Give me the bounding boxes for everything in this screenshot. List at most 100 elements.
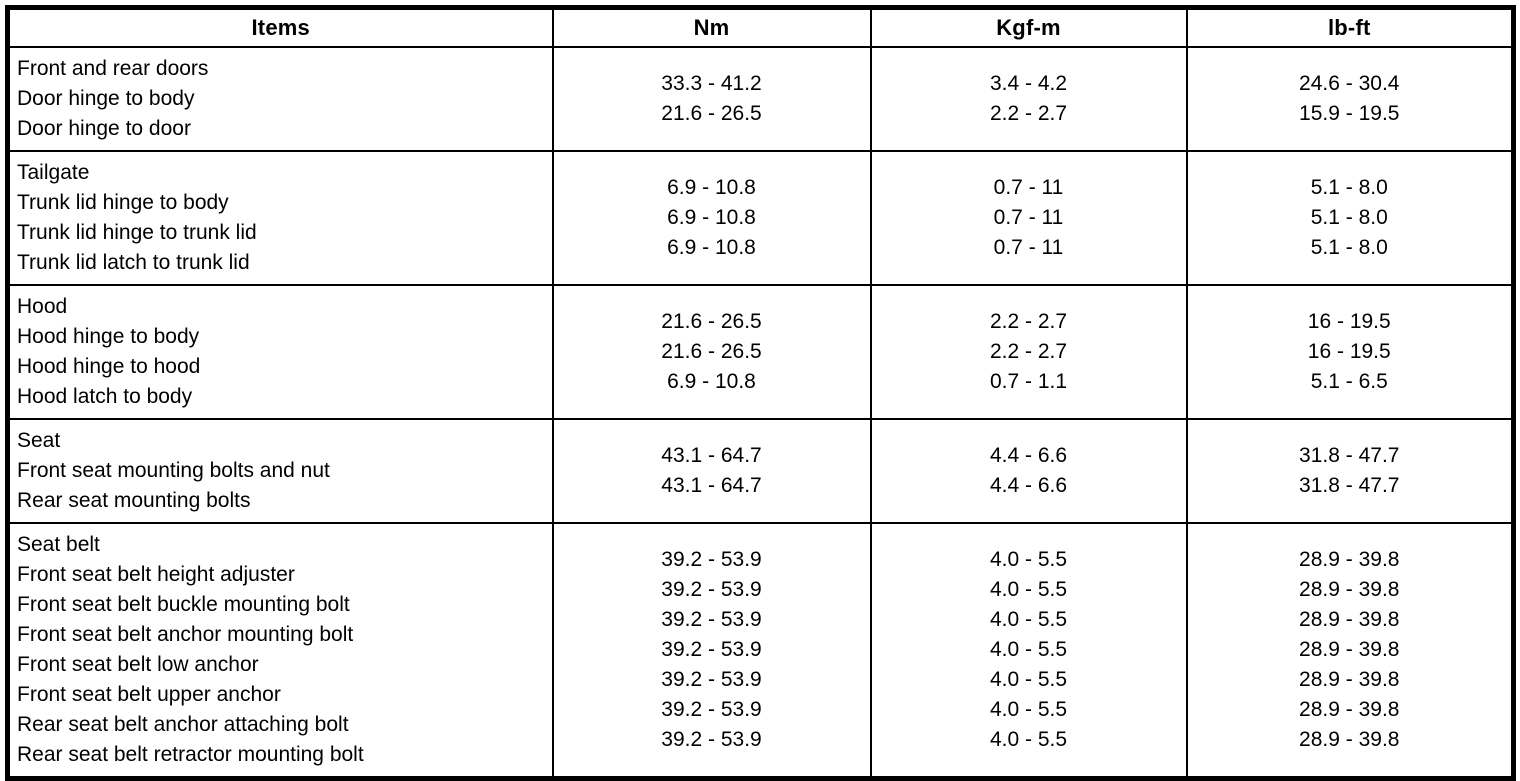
table-row: Hood Hood hinge to body Hood hinge to hood… bbox=[6, 284, 1515, 420]
items-cell: Tailgate Trunk lid hinge to body Trunk lid… bbox=[6, 150, 554, 286]
lb-ft-cell: 24.6 - 30.4 15.9 - 19.5 bbox=[1185, 46, 1515, 152]
kgf-m-value: 4.0 - 5.5 bbox=[989, 578, 1068, 601]
kgf-m-value: 0.7 - 11 bbox=[993, 206, 1064, 229]
kgf-m-value: 4.0 - 5.5 bbox=[989, 548, 1068, 571]
nm-value: 21.6 - 26.5 bbox=[661, 102, 762, 125]
header-row: Items Nm Kgf-m lb-ft bbox=[6, 6, 1515, 48]
items-cell: Seat Front seat mounting bolts and nut Rea… bbox=[6, 418, 554, 524]
kgf-m-value: 2.2 - 2.7 bbox=[989, 102, 1068, 125]
kgf-m-value: 0.7 - 11 bbox=[993, 236, 1064, 259]
nm-value: 6.9 - 10.8 bbox=[667, 370, 756, 393]
section-title: Front and rear doors bbox=[17, 57, 209, 80]
nm-value: 39.2 - 53.9 bbox=[661, 728, 762, 751]
nm-value: 39.2 - 53.9 bbox=[661, 548, 762, 571]
item-label: Door hinge to body bbox=[17, 87, 195, 110]
lb-ft-value: 28.9 - 39.8 bbox=[1299, 608, 1400, 631]
lb-ft-value: 16 - 19.5 bbox=[1307, 310, 1391, 333]
nm-value: 43.1 - 64.7 bbox=[661, 444, 762, 467]
kgf-m-value: 4.0 - 5.5 bbox=[989, 638, 1068, 661]
nm-value: 6.9 - 10.8 bbox=[667, 176, 756, 199]
nm-cell: 33.3 - 41.2 21.6 - 26.5 bbox=[551, 46, 872, 152]
item-label: Hood latch to body bbox=[17, 385, 193, 408]
lb-ft-value: 28.9 - 39.8 bbox=[1299, 578, 1400, 601]
items-cell: Hood Hood hinge to body Hood hinge to hood… bbox=[6, 284, 554, 420]
kgf-m-cell: 2.2 - 2.7 2.2 - 2.7 0.7 - 1.1 bbox=[869, 284, 1188, 420]
kgf-m-value: 4.4 - 6.6 bbox=[989, 444, 1068, 467]
spec-table-body: Front and rear doors Door hinge to body Do… bbox=[6, 46, 1515, 780]
lb-ft-value: 28.9 - 39.8 bbox=[1299, 698, 1400, 721]
nm-value: 33.3 - 41.2 bbox=[661, 72, 762, 95]
lb-ft-value: 28.9 - 39.8 bbox=[1299, 728, 1400, 751]
lb-ft-value: 28.9 - 39.8 bbox=[1299, 668, 1400, 691]
kgf-m-value: 0.7 - 1.1 bbox=[989, 370, 1068, 393]
item-label: Front seat belt buckle mounting bolt bbox=[17, 593, 350, 616]
item-label: Front seat belt anchor mounting bolt bbox=[17, 623, 354, 646]
table-header: Items Nm Kgf-m lb-ft bbox=[6, 6, 1515, 48]
nm-value: 39.2 - 53.9 bbox=[661, 638, 762, 661]
column-header-kgf-m: Kgf-m bbox=[869, 6, 1188, 48]
table-row: Seat Front seat mounting bolts and nut Rea… bbox=[6, 418, 1515, 524]
table-row: Front and rear doors Door hinge to body Do… bbox=[6, 46, 1515, 152]
table-row: Seat belt Front seat belt height adjuster… bbox=[6, 522, 1515, 780]
item-label: Rear seat belt anchor attaching bolt bbox=[17, 713, 349, 736]
kgf-m-cell: 4.4 - 6.6 4.4 - 6.6 bbox=[869, 418, 1188, 524]
lb-ft-value: 15.9 - 19.5 bbox=[1299, 102, 1400, 125]
item-label: Hood hinge to hood bbox=[17, 355, 201, 378]
item-label: Rear seat mounting bolts bbox=[17, 489, 251, 512]
nm-value: 6.9 - 10.8 bbox=[667, 236, 756, 259]
kgf-m-value: 3.4 - 4.2 bbox=[989, 72, 1068, 95]
lb-ft-cell: 28.9 - 39.8 28.9 - 39.8 28.9 - 39.8 28.9 - … bbox=[1185, 522, 1515, 780]
table-row: Tailgate Trunk lid hinge to body Trunk lid… bbox=[6, 150, 1515, 286]
column-header-nm: Nm bbox=[551, 6, 872, 48]
nm-value: 43.1 - 64.7 bbox=[661, 474, 762, 497]
lb-ft-cell: 31.8 - 47.7 31.8 - 47.7 bbox=[1185, 418, 1515, 524]
items-cell: Front and rear doors Door hinge to body Do… bbox=[6, 46, 554, 152]
nm-value: 21.6 - 26.5 bbox=[661, 310, 762, 333]
lb-ft-value: 31.8 - 47.7 bbox=[1299, 474, 1400, 497]
item-label: Door hinge to door bbox=[17, 117, 191, 140]
item-label: Front seat belt low anchor bbox=[17, 653, 259, 676]
lb-ft-cell: 5.1 - 8.0 5.1 - 8.0 5.1 - 8.0 bbox=[1185, 150, 1515, 286]
kgf-m-value: 2.2 - 2.7 bbox=[989, 340, 1068, 363]
kgf-m-value: 4.0 - 5.5 bbox=[989, 698, 1068, 721]
section-title: Tailgate bbox=[17, 161, 90, 184]
nm-value: 39.2 - 53.9 bbox=[661, 698, 762, 721]
nm-value: 39.2 - 53.9 bbox=[661, 578, 762, 601]
nm-cell: 39.2 - 53.9 39.2 - 53.9 39.2 - 53.9 39.2 - … bbox=[551, 522, 872, 780]
lb-ft-value: 31.8 - 47.7 bbox=[1299, 444, 1400, 467]
kgf-m-value: 0.7 - 11 bbox=[993, 176, 1064, 199]
item-label: Trunk lid hinge to trunk lid bbox=[17, 221, 257, 244]
items-cell: Seat belt Front seat belt height adjuster… bbox=[6, 522, 554, 780]
lb-ft-value: 5.1 - 6.5 bbox=[1310, 370, 1388, 393]
item-label: Front seat belt upper anchor bbox=[17, 683, 281, 706]
kgf-m-value: 4.0 - 5.5 bbox=[989, 668, 1068, 691]
item-label: Hood hinge to body bbox=[17, 325, 200, 348]
section-title: Seat bbox=[17, 429, 61, 452]
nm-cell: 43.1 - 64.7 43.1 - 64.7 bbox=[551, 418, 872, 524]
section-title: Hood bbox=[17, 295, 68, 318]
section-title: Seat belt bbox=[17, 533, 100, 556]
nm-cell: 21.6 - 26.5 21.6 - 26.5 6.9 - 10.8 bbox=[551, 284, 872, 420]
kgf-m-cell: 4.0 - 5.5 4.0 - 5.5 4.0 - 5.5 4.0 - 5.5 4.0 … bbox=[869, 522, 1188, 780]
nm-value: 39.2 - 53.9 bbox=[661, 668, 762, 691]
kgf-m-value: 4.0 - 5.5 bbox=[989, 728, 1068, 751]
item-label: Trunk lid latch to trunk lid bbox=[17, 251, 250, 274]
item-label: Rear seat belt retractor mounting bolt bbox=[17, 743, 364, 766]
lb-ft-value: 5.1 - 8.0 bbox=[1310, 236, 1388, 259]
lb-ft-value: 28.9 - 39.8 bbox=[1299, 638, 1400, 661]
column-header-lb-ft: lb-ft bbox=[1185, 6, 1515, 48]
nm-value: 21.6 - 26.5 bbox=[661, 340, 762, 363]
item-label: Trunk lid hinge to body bbox=[17, 191, 229, 214]
lb-ft-value: 16 - 19.5 bbox=[1307, 340, 1391, 363]
lb-ft-value: 5.1 - 8.0 bbox=[1310, 206, 1388, 229]
nm-value: 6.9 - 10.8 bbox=[667, 206, 756, 229]
lb-ft-cell: 16 - 19.5 16 - 19.5 5.1 - 6.5 bbox=[1185, 284, 1515, 420]
lb-ft-value: 5.1 - 8.0 bbox=[1310, 176, 1388, 199]
kgf-m-cell: 3.4 - 4.2 2.2 - 2.7 bbox=[869, 46, 1188, 152]
kgf-m-cell: 0.7 - 11 0.7 - 11 0.7 - 11 bbox=[869, 150, 1188, 286]
kgf-m-value: 4.0 - 5.5 bbox=[989, 608, 1068, 631]
kgf-m-value: 2.2 - 2.7 bbox=[989, 310, 1068, 333]
column-header-items: Items bbox=[6, 6, 554, 48]
lb-ft-value: 28.9 - 39.8 bbox=[1299, 548, 1400, 571]
